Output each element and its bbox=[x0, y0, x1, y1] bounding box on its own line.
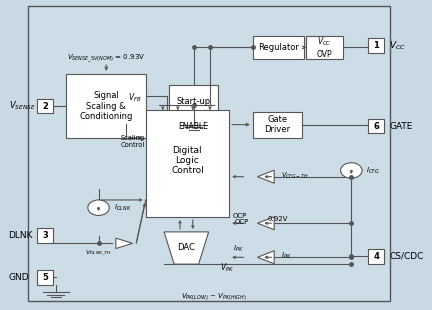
Text: Gate
Driver: Gate Driver bbox=[264, 115, 290, 135]
Text: $V_{SENSE}$: $V_{SENSE}$ bbox=[9, 100, 35, 112]
Text: Start-up: Start-up bbox=[177, 97, 211, 106]
Text: Signal
Scaling &
Conditioning: Signal Scaling & Conditioning bbox=[79, 91, 133, 121]
Circle shape bbox=[340, 163, 362, 178]
Text: $V_{CC}$
OVP: $V_{CC}$ OVP bbox=[317, 36, 332, 59]
Text: 1: 1 bbox=[373, 41, 379, 50]
Bar bbox=[37, 228, 53, 243]
Text: CS/CDC: CS/CDC bbox=[389, 252, 423, 261]
Text: Digital
Logic
Control: Digital Logic Control bbox=[171, 145, 204, 175]
Polygon shape bbox=[257, 217, 274, 230]
Text: $V_{CC}$: $V_{CC}$ bbox=[389, 39, 406, 52]
Text: GND: GND bbox=[9, 273, 29, 282]
Text: 2: 2 bbox=[42, 101, 48, 111]
Bar bbox=[368, 249, 384, 264]
Text: $V_{DLNK\_TH}$: $V_{DLNK\_TH}$ bbox=[86, 248, 111, 257]
Bar bbox=[37, 99, 53, 113]
Polygon shape bbox=[257, 170, 274, 183]
Bar bbox=[169, 85, 219, 118]
Text: $V_{PK}$: $V_{PK}$ bbox=[220, 262, 234, 274]
Text: 4: 4 bbox=[373, 252, 379, 261]
Bar bbox=[28, 6, 390, 301]
Text: DLNK: DLNK bbox=[9, 231, 33, 240]
Text: OCP: OCP bbox=[234, 219, 248, 225]
Text: $V_{PK(LOW)}$ ~ $V_{PK(HIGH)}$: $V_{PK(LOW)}$ ~ $V_{PK(HIGH)}$ bbox=[181, 292, 247, 302]
Text: 5: 5 bbox=[42, 273, 48, 282]
Bar bbox=[306, 36, 343, 59]
Circle shape bbox=[88, 200, 109, 215]
Bar bbox=[368, 38, 384, 53]
Text: DAC: DAC bbox=[178, 243, 195, 253]
Polygon shape bbox=[257, 251, 274, 264]
Polygon shape bbox=[164, 232, 209, 264]
Bar bbox=[253, 112, 302, 138]
Text: Regulator: Regulator bbox=[258, 43, 299, 52]
Text: 0.92V: 0.92V bbox=[268, 215, 288, 222]
Text: $I_{PK}$: $I_{PK}$ bbox=[233, 243, 243, 254]
Bar bbox=[37, 270, 53, 285]
Text: $I_{DLNK}$: $I_{DLNK}$ bbox=[114, 203, 132, 213]
Text: 3: 3 bbox=[42, 231, 48, 240]
Text: Scaling
Control: Scaling Control bbox=[121, 135, 145, 148]
Text: $I_{PK}$: $I_{PK}$ bbox=[281, 251, 291, 261]
Text: 6: 6 bbox=[373, 122, 379, 131]
Text: ENABLE: ENABLE bbox=[179, 122, 209, 131]
Bar bbox=[368, 119, 384, 133]
Text: $V_{SENSE\_5V(NOM)}$ = 0.93V: $V_{SENSE\_5V(NOM)}$ = 0.93V bbox=[67, 53, 145, 65]
Bar bbox=[253, 36, 304, 59]
Text: $V_{CFG-TH}$: $V_{CFG-TH}$ bbox=[281, 170, 308, 180]
Polygon shape bbox=[116, 238, 133, 249]
Text: GATE: GATE bbox=[389, 122, 413, 131]
Text: $V_{FB}$: $V_{FB}$ bbox=[128, 91, 141, 104]
Text: OCP: OCP bbox=[233, 214, 247, 219]
Text: $I_{CFG}$: $I_{CFG}$ bbox=[366, 166, 380, 175]
Bar bbox=[146, 110, 229, 217]
Bar bbox=[67, 74, 146, 138]
